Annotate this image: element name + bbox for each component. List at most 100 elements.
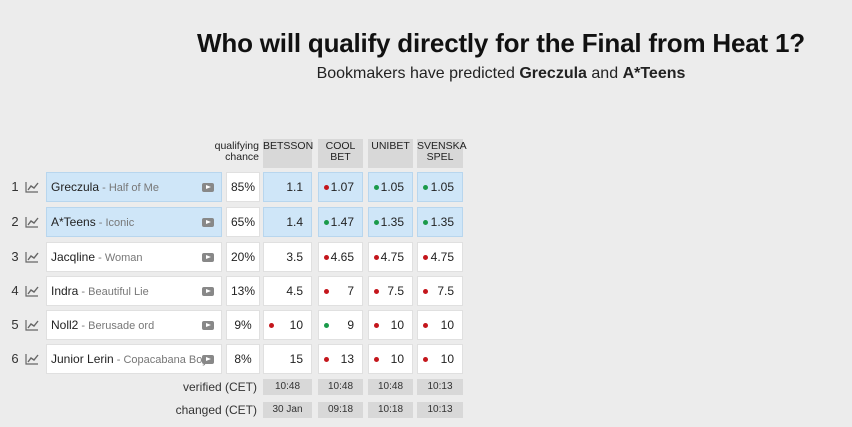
artist-name: Jacqline xyxy=(51,250,96,264)
odds-up-dot-icon xyxy=(324,357,329,362)
subtitle-name-2: A*Teens xyxy=(622,65,686,82)
verified-time: 10:13 xyxy=(417,379,463,395)
odds-cell[interactable]: 4.65 xyxy=(318,242,363,272)
odds-value: 1.05 xyxy=(380,180,404,194)
odds-cell[interactable]: 1.35 xyxy=(368,207,413,237)
trend-chart-icon[interactable] xyxy=(25,215,39,228)
verified-time: 10:48 xyxy=(263,379,312,395)
odds-cell[interactable]: 4.5 xyxy=(263,276,312,306)
odds-cell[interactable]: 1.47 xyxy=(318,207,363,237)
qualifying-chance: 13% xyxy=(226,276,260,306)
column-header-qualifying: qualifying chance xyxy=(205,141,259,168)
column-header-bookmaker[interactable]: SVENSKA SPEL xyxy=(417,139,467,168)
verified-time: 10:48 xyxy=(318,379,363,395)
odds-up-dot-icon xyxy=(324,185,329,190)
odds-cell[interactable]: 4.75 xyxy=(368,242,413,272)
song-separator: - xyxy=(95,252,105,264)
entry-cell[interactable]: Jacqline - Woman xyxy=(46,242,222,272)
rank-number: 5 xyxy=(11,317,19,332)
table-row: 2 A*Teens - Iconic 65% 1.4 1.47 1.35 1.35 xyxy=(0,207,852,237)
odds-up-dot-icon xyxy=(374,289,379,294)
video-play-icon[interactable] xyxy=(202,355,214,364)
odds-up-dot-icon xyxy=(374,357,379,362)
odds-cell[interactable]: 1.1 xyxy=(263,172,312,202)
odds-cell[interactable]: 13 xyxy=(318,344,363,374)
song-title: Half of Me xyxy=(108,182,159,194)
page-title: Who will qualify directly for the Final … xyxy=(197,28,805,58)
odds-value: 4.75 xyxy=(380,250,404,264)
song-separator: - xyxy=(78,286,89,298)
qualifying-line1: qualifying xyxy=(214,140,259,152)
odds-cell[interactable]: 1.35 xyxy=(417,207,463,237)
qualifying-chance: 8% xyxy=(226,344,260,374)
odds-cell[interactable]: 15 xyxy=(263,344,312,374)
odds-cell[interactable]: 9 xyxy=(318,310,363,340)
column-header-bookmaker[interactable]: BETSSON xyxy=(263,139,313,168)
odds-down-dot-icon xyxy=(374,185,379,190)
rank-number: 2 xyxy=(11,214,19,229)
trend-chart-icon[interactable] xyxy=(25,318,39,331)
odds-cell[interactable]: 4.75 xyxy=(417,242,463,272)
odds-up-dot-icon xyxy=(374,255,379,260)
page-subtitle: Bookmakers have predicted Greczula and A… xyxy=(150,65,852,83)
odds-cell[interactable]: 3.5 xyxy=(263,242,312,272)
song-title: Iconic xyxy=(105,217,135,229)
odds-value: 15 xyxy=(289,352,303,366)
bookmaker-name-line2: SPEL xyxy=(426,151,454,163)
odds-cell[interactable]: 7 xyxy=(318,276,363,306)
odds-value: 7.5 xyxy=(387,284,404,298)
qualifying-chance: 20% xyxy=(226,242,260,272)
video-play-icon[interactable] xyxy=(202,321,214,330)
odds-value: 1.1 xyxy=(286,180,303,194)
odds-down-dot-icon xyxy=(324,220,329,225)
video-play-icon[interactable] xyxy=(202,218,214,227)
video-play-icon[interactable] xyxy=(202,253,214,262)
song-separator: - xyxy=(113,354,124,366)
odds-cell[interactable]: 10 xyxy=(263,310,312,340)
video-play-icon[interactable] xyxy=(202,287,214,296)
trend-chart-icon[interactable] xyxy=(25,284,39,297)
artist-name: Greczula xyxy=(51,180,100,194)
qualifying-chance: 9% xyxy=(226,310,260,340)
qualifying-chance: 65% xyxy=(226,207,260,237)
entry-cell[interactable]: Indra - Beautiful Lie xyxy=(46,276,222,306)
odds-value: 7.5 xyxy=(437,284,454,298)
odds-cell[interactable]: 7.5 xyxy=(368,276,413,306)
entry-cell[interactable]: Greczula - Half of Me xyxy=(46,172,222,202)
artist-name: Noll2 xyxy=(51,318,79,332)
odds-cell[interactable]: 1.05 xyxy=(368,172,413,202)
trend-chart-icon[interactable] xyxy=(25,180,39,193)
entry-cell[interactable]: Junior Lerin - Copacabana Boy xyxy=(46,344,222,374)
odds-cell[interactable]: 10 xyxy=(368,310,413,340)
odds-up-dot-icon xyxy=(324,289,329,294)
rank-number: 6 xyxy=(11,351,19,366)
odds-up-dot-icon xyxy=(423,289,428,294)
column-header-bookmaker[interactable]: COOL BET xyxy=(318,139,363,168)
odds-cell[interactable]: 1.05 xyxy=(417,172,463,202)
odds-cell[interactable]: 1.07 xyxy=(318,172,363,202)
video-play-icon[interactable] xyxy=(202,183,214,192)
song-title: Copacabana Boy xyxy=(123,354,208,366)
qualifying-line2: chance xyxy=(225,151,259,163)
odds-up-dot-icon xyxy=(374,323,379,328)
artist-name: A*Teens xyxy=(51,215,96,229)
odds-value: 9 xyxy=(347,318,354,332)
song-title: Beautiful Lie xyxy=(88,286,149,298)
trend-chart-icon[interactable] xyxy=(25,352,39,365)
rank-number: 1 xyxy=(11,179,19,194)
trend-chart-icon[interactable] xyxy=(25,250,39,263)
entry-cell[interactable]: Noll2 - Berusade ord xyxy=(46,310,222,340)
odds-value: 1.47 xyxy=(330,215,354,229)
odds-cell[interactable]: 10 xyxy=(417,310,463,340)
odds-cell[interactable]: 1.4 xyxy=(263,207,312,237)
odds-value: 1.4 xyxy=(286,215,303,229)
odds-cell[interactable]: 10 xyxy=(417,344,463,374)
odds-cell[interactable]: 7.5 xyxy=(417,276,463,306)
bookmaker-name-line2: BET xyxy=(330,151,351,163)
column-header-bookmaker[interactable]: UNIBET xyxy=(368,139,413,168)
odds-value: 13 xyxy=(340,352,354,366)
odds-cell[interactable]: 10 xyxy=(368,344,413,374)
song-separator: - xyxy=(99,182,109,194)
odds-down-dot-icon xyxy=(324,323,329,328)
entry-cell[interactable]: A*Teens - Iconic xyxy=(46,207,222,237)
